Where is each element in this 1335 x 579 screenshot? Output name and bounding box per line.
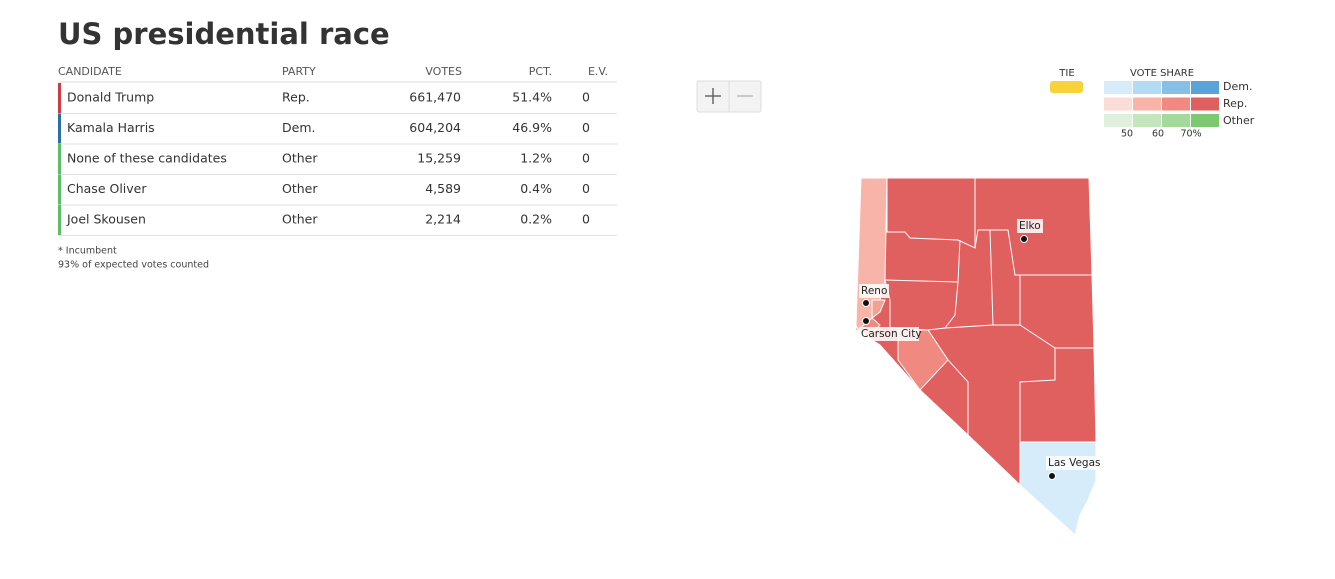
party-bar [58, 113, 61, 144]
note: 93% of expected votes counted [58, 260, 209, 271]
tie-swatch [1050, 81, 1083, 93]
cell: 0 [582, 120, 590, 135]
cell: 0 [582, 151, 590, 166]
cell: 0 [582, 181, 590, 196]
cell: 2,214 [425, 212, 461, 227]
cell: 4,589 [425, 181, 461, 196]
county [871, 299, 886, 319]
col-header: PCT. [529, 65, 552, 78]
share-swatch [1133, 114, 1161, 127]
city-dot [862, 299, 870, 307]
cell: Rep. [282, 90, 310, 105]
cell: 661,470 [409, 90, 461, 105]
cell: 46.9% [512, 120, 552, 135]
party-bar [58, 174, 61, 205]
share-swatch [1104, 114, 1132, 127]
county [897, 329, 949, 391]
results-table: CANDIDATE PARTY VOTES PCT. E.V. [58, 65, 617, 83]
zoom-controls [696, 80, 762, 113]
share-swatch [1191, 97, 1219, 111]
cell: 15,259 [417, 151, 461, 166]
share-swatch [1133, 81, 1161, 94]
share-tick: 70% [1180, 129, 1201, 140]
county [1019, 441, 1097, 536]
rows: Donald Trump Rep. 661,470 51.4% 0 Kamala Harr… [58, 83, 617, 236]
cell: 604,204 [409, 120, 461, 135]
city-label: Reno [861, 285, 887, 297]
col-header: VOTES [425, 65, 462, 78]
note: * Incumbent [58, 246, 117, 257]
border [974, 229, 1092, 276]
legend: TIE VOTE SHARE Dem. Rep. Other 50 60 70% [1050, 68, 1255, 140]
share-swatch [1162, 97, 1190, 111]
cell: 0 [582, 90, 590, 105]
city-dot [1048, 472, 1056, 480]
share-tick: 60 [1152, 129, 1164, 140]
border [943, 281, 994, 329]
cities: Elko Reno Carson City Las Vegas [859, 219, 1101, 480]
cell: Donald Trump [67, 90, 154, 105]
party-label: Rep. [1223, 97, 1247, 110]
party-label: Dem. [1223, 80, 1252, 93]
city-dot [862, 317, 870, 325]
zoom-in[interactable] [705, 88, 721, 104]
vote-share-label: VOTE SHARE [1130, 68, 1194, 79]
city-dot [1020, 235, 1028, 243]
cell: Other [282, 212, 318, 227]
city-label: Carson City [861, 328, 922, 340]
party-label: Other [1223, 114, 1255, 127]
city-label: Elko [1019, 220, 1041, 232]
cell: 0.2% [520, 212, 552, 227]
cell: Chase Oliver [67, 181, 147, 196]
share-swatch [1191, 114, 1219, 127]
cell: Other [282, 181, 318, 196]
share-swatch [1133, 97, 1161, 111]
col-header: PARTY [282, 65, 316, 78]
cell: Dem. [282, 120, 315, 135]
share-swatch [1162, 81, 1190, 94]
border [1019, 348, 1056, 485]
cell: 1.2% [520, 151, 552, 166]
cell: 0.4% [520, 181, 552, 196]
cell: None of these candidates [67, 151, 227, 166]
title: US presidential race [58, 17, 390, 51]
share-swatch [1191, 81, 1219, 94]
party-bar [58, 83, 61, 113]
cell: 0 [582, 212, 590, 227]
share-tick: 50 [1121, 129, 1133, 140]
tie-label: TIE [1058, 68, 1074, 79]
party-bar [58, 205, 61, 235]
cell: Kamala Harris [67, 120, 155, 135]
border [989, 229, 1021, 326]
col-header: E.V. [588, 65, 608, 78]
share-swatch [1162, 114, 1190, 127]
city-label: Las Vegas [1048, 457, 1101, 469]
col-header: CANDIDATE [58, 65, 122, 78]
cell: 51.4% [512, 90, 552, 105]
cell: Other [282, 151, 318, 166]
share-swatch [1104, 81, 1132, 94]
party-bar [58, 144, 61, 174]
share-swatch [1104, 97, 1132, 111]
nevada-map [855, 177, 1097, 536]
cell: Joel Skousen [66, 212, 146, 227]
